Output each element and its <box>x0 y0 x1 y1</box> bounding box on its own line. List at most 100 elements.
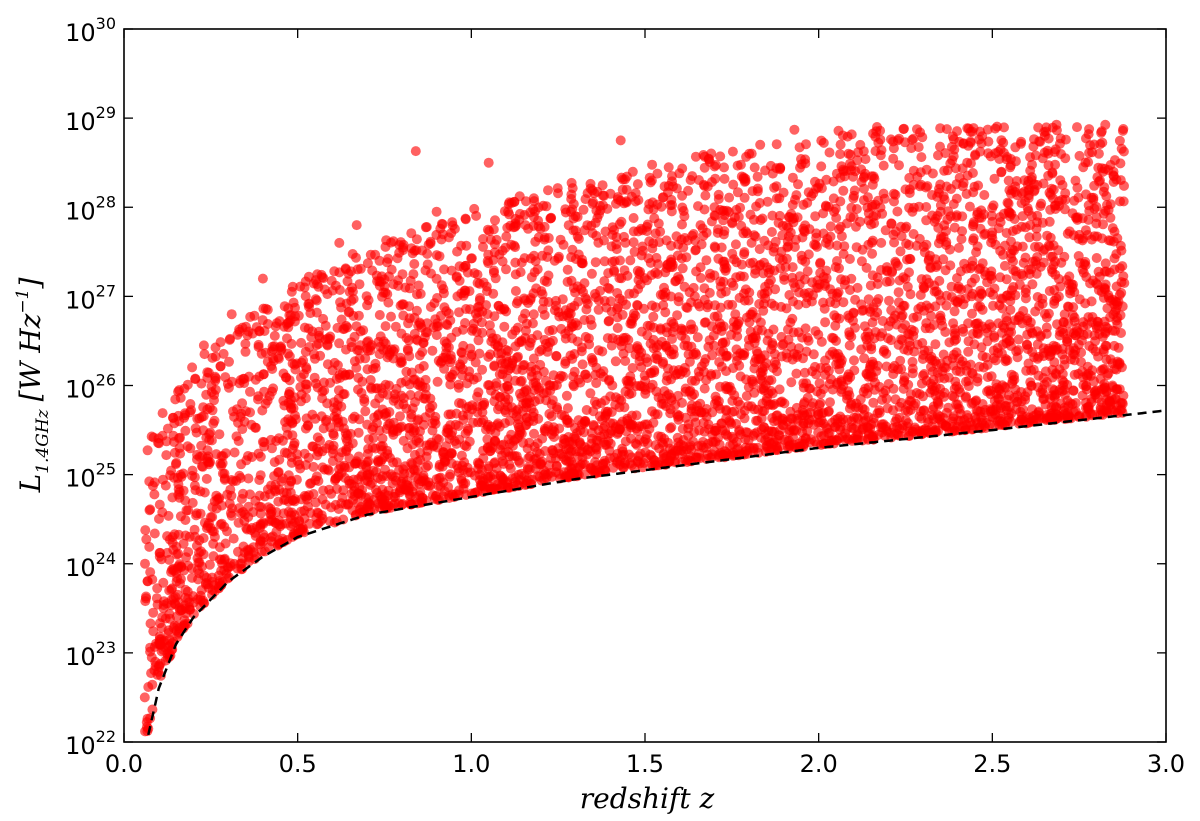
data-point <box>384 380 395 391</box>
data-point <box>407 439 418 450</box>
data-point <box>256 502 267 512</box>
data-point <box>682 302 693 313</box>
data-point <box>677 397 687 408</box>
data-point <box>718 321 729 332</box>
data-point <box>1009 214 1020 224</box>
data-point <box>299 505 310 516</box>
data-point <box>698 230 709 241</box>
data-point <box>536 286 547 297</box>
data-point <box>609 256 620 267</box>
data-point <box>353 384 363 395</box>
data-point <box>926 311 937 321</box>
data-point <box>745 326 756 337</box>
data-point <box>521 196 531 207</box>
data-point <box>1105 212 1116 223</box>
data-point <box>142 445 153 456</box>
data-point <box>666 240 677 251</box>
data-point <box>844 340 855 351</box>
data-point <box>318 313 329 324</box>
data-point <box>366 383 377 394</box>
data-point <box>799 367 810 378</box>
data-point <box>1083 214 1094 225</box>
data-point <box>1111 174 1122 185</box>
data-point <box>494 421 505 432</box>
data-point <box>794 279 805 290</box>
data-point <box>676 449 687 460</box>
data-point <box>490 215 500 226</box>
data-point <box>347 249 358 259</box>
data-point <box>1049 392 1060 403</box>
data-point <box>319 284 330 295</box>
data-point <box>915 181 925 192</box>
data-point <box>1108 166 1119 177</box>
data-point <box>948 318 959 329</box>
data-point <box>1096 287 1107 297</box>
data-point <box>821 265 832 276</box>
data-point <box>403 335 414 346</box>
data-point <box>605 438 616 449</box>
data-point <box>857 424 868 435</box>
data-point <box>182 586 193 597</box>
data-point <box>603 429 614 440</box>
data-point <box>551 467 562 478</box>
data-point <box>334 421 344 432</box>
data-point <box>1093 266 1104 277</box>
data-point <box>436 218 447 229</box>
data-point <box>511 451 522 462</box>
data-point <box>414 377 425 388</box>
data-point <box>686 341 697 352</box>
data-point <box>1003 175 1014 186</box>
data-point <box>732 187 743 198</box>
data-point <box>772 366 782 377</box>
data-point <box>954 172 965 183</box>
data-point <box>542 252 553 262</box>
data-point <box>398 473 409 484</box>
data-point <box>237 553 248 564</box>
data-point <box>818 208 829 219</box>
data-point <box>520 220 531 231</box>
data-point <box>547 335 558 346</box>
data-point <box>573 249 584 260</box>
data-point <box>1067 310 1078 321</box>
data-point <box>1002 290 1013 301</box>
data-point <box>202 445 213 456</box>
data-point <box>763 278 774 289</box>
data-point <box>1045 204 1056 215</box>
data-point <box>1050 159 1061 170</box>
data-point <box>215 337 226 348</box>
data-point <box>835 411 846 422</box>
data-point <box>577 342 587 353</box>
data-point <box>580 293 591 303</box>
data-point <box>1042 230 1053 241</box>
data-point <box>585 388 596 399</box>
data-point <box>752 183 763 194</box>
data-point <box>411 305 422 316</box>
data-point <box>461 441 472 452</box>
data-point <box>616 395 627 406</box>
data-point <box>736 220 747 231</box>
data-point <box>1020 293 1031 304</box>
data-point <box>821 422 832 433</box>
data-point <box>1047 168 1058 179</box>
data-point <box>504 415 515 426</box>
data-point <box>677 423 688 434</box>
data-point <box>441 306 452 317</box>
data-point <box>322 398 333 409</box>
data-point <box>855 394 866 405</box>
data-point <box>544 408 555 419</box>
data-point <box>562 264 573 275</box>
data-point <box>290 302 300 313</box>
data-point <box>917 338 928 348</box>
data-point <box>521 419 532 430</box>
data-point <box>395 411 405 422</box>
data-point <box>322 359 333 370</box>
data-point <box>530 256 541 267</box>
data-point <box>1055 175 1066 186</box>
data-point <box>286 452 297 463</box>
data-point <box>706 370 717 381</box>
data-point <box>458 478 469 489</box>
data-point <box>735 202 746 213</box>
data-point <box>499 206 510 217</box>
data-point <box>999 260 1010 271</box>
